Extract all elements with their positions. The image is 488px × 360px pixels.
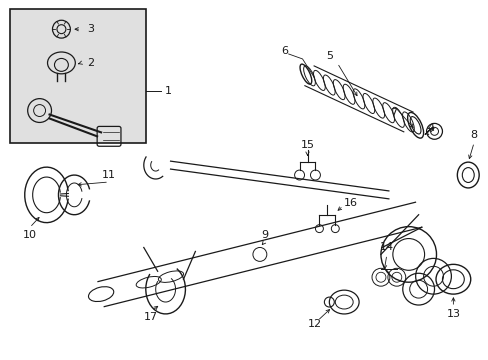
Text: 13: 13: [446, 309, 459, 319]
Text: 6: 6: [281, 46, 287, 56]
Text: 15: 15: [300, 140, 314, 150]
Text: 9: 9: [261, 230, 268, 239]
Text: 10: 10: [22, 230, 37, 239]
Text: 3: 3: [86, 24, 94, 34]
Text: 7: 7: [389, 108, 397, 117]
Text: 17: 17: [143, 312, 158, 322]
Text: 1: 1: [165, 86, 172, 96]
Text: 5: 5: [325, 51, 332, 61]
Text: 2: 2: [86, 58, 94, 68]
Text: 4: 4: [426, 123, 433, 134]
Bar: [10, 9, 145, 143]
Text: 11: 11: [102, 170, 116, 180]
Text: 8: 8: [469, 130, 477, 140]
Text: 16: 16: [344, 198, 357, 208]
Text: 14: 14: [379, 243, 393, 252]
Text: 12: 12: [307, 319, 321, 329]
